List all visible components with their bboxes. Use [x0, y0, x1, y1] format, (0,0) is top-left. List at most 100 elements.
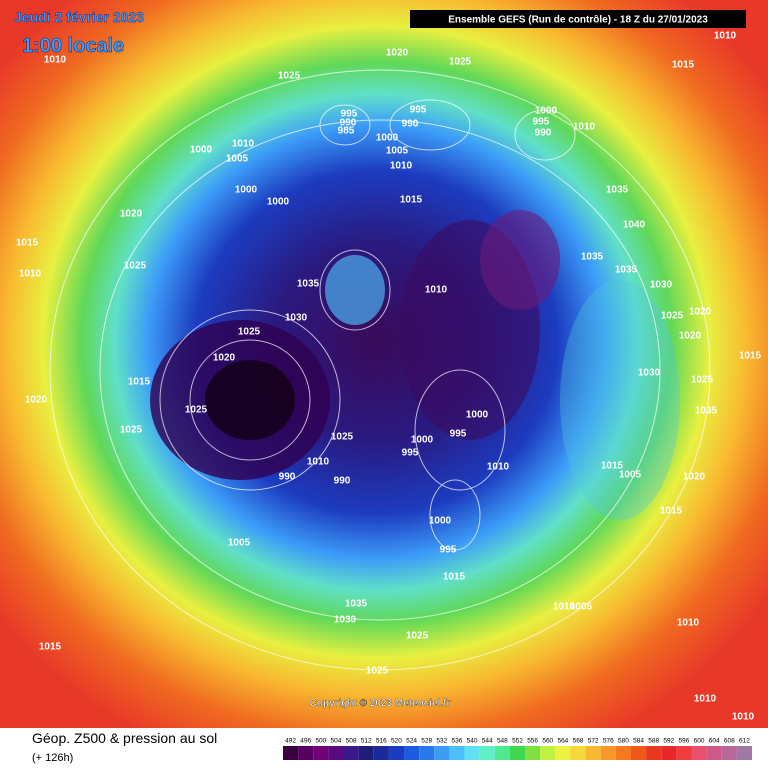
isobar-label: 1010	[425, 285, 448, 296]
isobar-label: 1015	[400, 195, 423, 206]
isobar-label: 1010	[732, 712, 755, 723]
isobar-label: 1025	[406, 631, 429, 642]
colorbar-label: 492	[285, 738, 296, 745]
isobar-label: 1025	[124, 261, 147, 272]
colorbar-swatch	[570, 746, 586, 760]
isobar-label: 1000	[235, 185, 258, 196]
colorbar-label: 516	[376, 738, 387, 745]
isobars	[49, 69, 711, 671]
colorbar-swatch	[615, 746, 631, 760]
colorbar-label: 608	[724, 738, 735, 745]
isobar-label: 1015	[39, 642, 62, 653]
isobar-label: 1005	[226, 154, 249, 165]
colorbar-swatch	[706, 746, 722, 760]
isobar-label: 990	[334, 476, 351, 487]
isobar-label: 1020	[386, 48, 409, 59]
isobar-label: 1010	[553, 602, 576, 613]
colorbar-swatch	[600, 746, 616, 760]
isobar-label: 1005	[386, 146, 409, 157]
colorbar-label: 584	[633, 738, 644, 745]
colorbar-swatch	[676, 746, 692, 760]
colorbar-swatch	[525, 746, 541, 760]
date: Jeudi 2 février 2023	[14, 9, 144, 25]
isobar-label: 1020	[679, 331, 702, 342]
isobar-labels: 1010102010251010101510259959909859959901…	[16, 31, 762, 723]
colorbar-swatch	[343, 746, 359, 760]
colorbar-swatch	[373, 746, 389, 760]
isobar-label: 1035	[581, 252, 604, 263]
isobar-label: 1020	[683, 472, 706, 483]
colorbar-label: 548	[497, 738, 508, 745]
colorbar-label: 536	[452, 738, 463, 745]
isobar-label: 1010	[677, 618, 700, 629]
isobar-label: 1015	[660, 506, 683, 517]
isobar-label: 1025	[331, 432, 354, 443]
colorbar-label: 604	[709, 738, 720, 745]
isobar-label: 990	[402, 119, 419, 130]
colorbar-label: 524	[406, 738, 417, 745]
colorbar-swatch	[419, 746, 435, 760]
isobar-label: 1020	[120, 209, 143, 220]
isobar-label: 1025	[366, 666, 389, 677]
colorbar-label: 572	[588, 738, 599, 745]
isobar-label: 1005	[570, 602, 593, 613]
colorbar-swatch	[479, 746, 495, 760]
colorbar-label: 592	[663, 738, 674, 745]
isobar-label: 995	[440, 545, 457, 556]
isobar-label: 1010	[573, 122, 596, 133]
isobar-label: 995	[450, 429, 467, 440]
isobar-label: 1000	[376, 133, 399, 144]
isobar-label: 1010	[44, 55, 67, 66]
isobar-label: 985	[338, 126, 355, 137]
isobar-label: 1025	[661, 311, 684, 322]
isobar-label: 1010	[694, 694, 717, 705]
colorbar-swatch	[630, 746, 647, 760]
geopotential-field	[0, 0, 768, 728]
colorbar-swatch	[540, 746, 556, 760]
isobar-label: 995	[533, 117, 550, 128]
colorbar-swatch	[736, 746, 752, 760]
isobar-label: 1025	[278, 71, 301, 82]
isobar-label: 1010	[232, 139, 255, 150]
colorbar-swatch	[555, 746, 571, 760]
isobar-label: 1010	[19, 269, 42, 280]
footer-title: Géop. Z500 & pression au sol	[32, 730, 217, 746]
colorbar-swatch	[358, 746, 374, 760]
colorbar-label: 580	[618, 738, 629, 745]
model-run: Ensemble GEFS (Run de contrôle) - 18 Z d…	[448, 15, 708, 26]
colorbar-swatch	[464, 746, 480, 760]
isobar-label: 1000	[190, 145, 213, 156]
isobar-label: 995	[402, 448, 419, 459]
isobar-label: 1025	[691, 375, 714, 386]
isobar-label: 1015	[16, 238, 39, 249]
isobar-label: 1025	[120, 425, 143, 436]
colorbar-label: 528	[421, 738, 432, 745]
isobar-label: 1035	[615, 265, 638, 276]
copyright: Copyright © 2023 Meteociel.fr	[310, 698, 451, 709]
colorbar-label: 552	[512, 738, 523, 745]
isobar-label: 1035	[695, 406, 718, 417]
colorbar-swatch	[585, 746, 601, 760]
isobar-label: 1015	[128, 377, 151, 388]
colorbar-swatch	[283, 746, 299, 760]
ridge	[560, 280, 680, 520]
isobar-label: 1015	[672, 60, 695, 71]
isobar-label: 1020	[213, 353, 236, 364]
local-time: 1:00 locale	[22, 35, 124, 57]
colorbar-swatch	[404, 746, 420, 760]
colorbar-swatch	[509, 746, 526, 760]
isobar-label: 1000	[267, 197, 290, 208]
isobar-label: 1030	[650, 280, 673, 291]
isobar-label: 1010	[714, 31, 737, 42]
colorbar-swatch	[494, 746, 510, 760]
isobar-label: 990	[340, 118, 357, 129]
colorbar-swatch	[388, 746, 405, 760]
isobar-label: 1010	[390, 161, 413, 172]
isobar-label: 1010	[307, 457, 330, 468]
isobar-label: 1030	[334, 615, 357, 626]
colorbar-swatch	[434, 746, 450, 760]
colorbar-swatch	[721, 746, 737, 760]
colorbar: 492 496 500 504 508 512 516 520 524 528 532 536 540 5…	[283, 738, 752, 760]
colorbar-label: 532	[436, 738, 447, 745]
